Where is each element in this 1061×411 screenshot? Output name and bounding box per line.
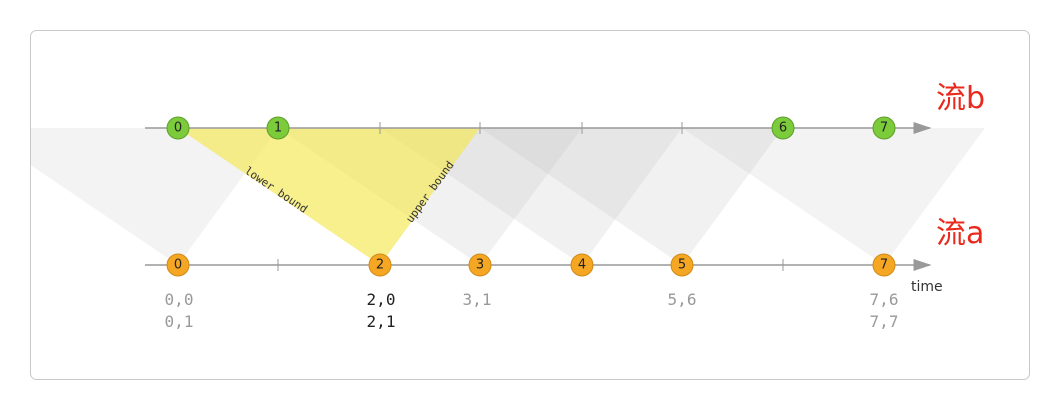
result: 7,7 — [870, 312, 899, 331]
result: 2,1 — [367, 312, 396, 331]
result: 2,0 — [367, 290, 396, 309]
node: 7 — [872, 116, 896, 140]
node-label: 0 — [174, 258, 182, 273]
node-label: 2 — [376, 258, 384, 273]
node: 5 — [670, 253, 694, 277]
node: 0 — [166, 116, 190, 140]
windows — [31, 128, 985, 265]
node-label: 0 — [174, 121, 182, 136]
node: 6 — [771, 116, 795, 140]
node: 3 — [468, 253, 492, 277]
node: 7 — [872, 253, 896, 277]
result: 0,0 — [165, 290, 194, 309]
node-label: 7 — [880, 258, 888, 273]
node-label: 3 — [476, 258, 484, 273]
result: 7,6 — [870, 290, 899, 309]
node: 4 — [570, 253, 594, 277]
result: 3,1 — [463, 290, 492, 309]
ticks — [277, 122, 784, 271]
result: 0,1 — [165, 312, 194, 331]
highlight-window — [178, 128, 480, 265]
window — [682, 128, 985, 265]
node-label: 1 — [274, 121, 282, 136]
window — [31, 128, 278, 265]
node-label: 7 — [880, 121, 888, 136]
node: 1 — [266, 116, 290, 140]
node-label: 4 — [578, 258, 586, 273]
axis-label: time — [911, 279, 943, 295]
result: 5,6 — [668, 290, 697, 309]
node-label: 6 — [779, 121, 787, 136]
stream-label: 流a — [936, 216, 984, 251]
window — [380, 128, 682, 265]
node-label: 5 — [678, 258, 686, 273]
node: 0 — [166, 253, 190, 277]
stream-label: 流b — [936, 81, 985, 116]
window — [480, 128, 783, 265]
node: 2 — [368, 253, 392, 277]
